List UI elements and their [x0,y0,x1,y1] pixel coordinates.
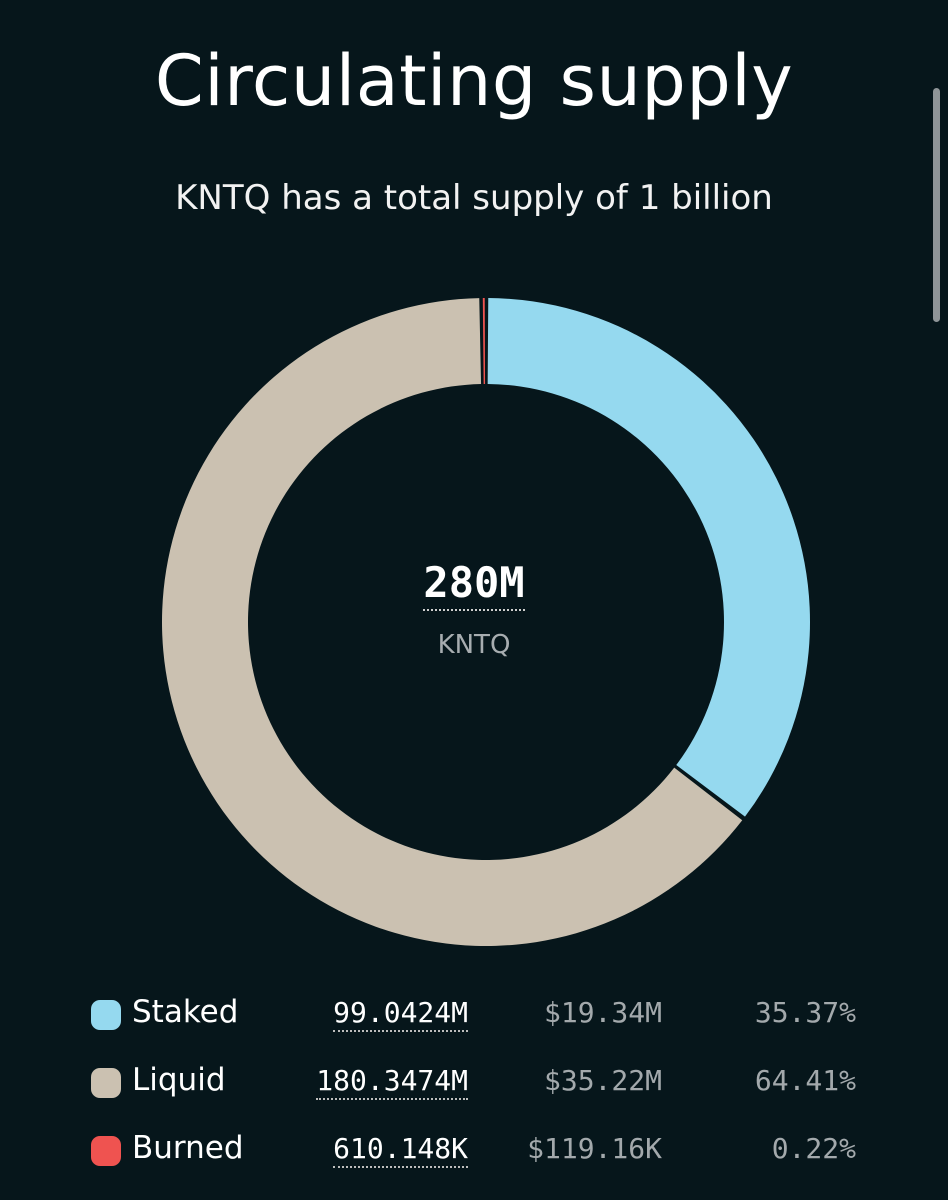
legend-usd-value: $35.22M [543,1064,662,1097]
legend-percent: 35.37% [754,996,856,1029]
legend-swatch [91,1000,121,1030]
legend-label: Staked [132,994,239,1030]
legend-row-burned: Burned 610.148K $119.16K 0.22% [0,1124,948,1174]
legend-row-liquid: Liquid 180.3474M $35.22M 64.41% [0,1056,948,1106]
legend-swatch [91,1068,121,1098]
legend-usd-value: $119.16K [527,1132,662,1165]
legend-label: Liquid [132,1062,226,1098]
donut-slice-staked[interactable] [487,298,810,817]
legend-amount[interactable]: 610.148K [333,1132,468,1168]
legend-row-staked: Staked 99.0424M $19.34M 35.37% [0,988,948,1038]
legend-swatch [91,1136,121,1166]
donut-slice-burned[interactable] [482,298,486,385]
legend-percent: 64.41% [754,1064,856,1097]
center-total-unit: KNTQ [437,630,511,660]
legend-amount[interactable]: 99.0424M [333,996,468,1032]
scrollbar[interactable] [933,88,940,322]
center-total-value-text: 280M [423,558,525,611]
donut-slice-liquid[interactable] [161,298,743,947]
center-total-value[interactable]: 280M [0,558,948,611]
chart-title: Circulating supply [154,40,794,122]
legend-label: Burned [132,1130,244,1166]
legend-amount[interactable]: 180.3474M [316,1064,468,1100]
legend-percent: 0.22% [771,1132,856,1165]
chart-subtitle: KNTQ has a total supply of 1 billion [175,178,773,218]
legend-usd-value: $19.34M [543,996,662,1029]
